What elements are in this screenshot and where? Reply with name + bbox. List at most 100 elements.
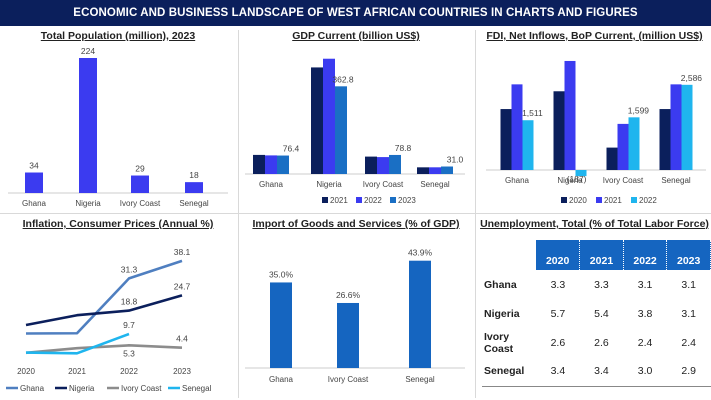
legend-swatch-2022 xyxy=(356,197,362,203)
legend-swatch-2023 xyxy=(390,197,396,203)
x-tick-label: Ivory Coast xyxy=(603,176,644,185)
row-country: Senegal xyxy=(482,357,537,387)
data-label: 18 xyxy=(189,170,199,180)
data-label: 18.8 xyxy=(121,297,138,307)
bar-ghana xyxy=(25,172,43,193)
bar-nigeria-2022 xyxy=(575,170,587,177)
bar-senegal xyxy=(409,260,431,368)
table-cell: 3.4 xyxy=(536,357,580,387)
imports-chart-plot: 35.0% Ghana 26.6% Ivory Coast 43.9% Senegal xyxy=(245,248,465,384)
line-senegal xyxy=(25,332,130,355)
row-country: Ivory Coast xyxy=(484,330,514,355)
data-label: 362.8 xyxy=(332,74,354,84)
table-cell: 2.6 xyxy=(550,336,566,349)
bar-ivory-coast-2021 xyxy=(365,156,377,174)
data-label: 4.4 xyxy=(176,334,188,344)
table-header-row: 2020 2021 2022 2023 xyxy=(482,240,711,270)
x-tick-label: Nigeria xyxy=(557,176,583,185)
legend-label: 2022 xyxy=(364,196,382,205)
legend-label: Ghana xyxy=(20,384,45,393)
bar-ghana-2020 xyxy=(500,109,512,170)
legend-swatch-2021 xyxy=(322,197,328,203)
bar-ivory-coast xyxy=(131,175,149,193)
bar-ivory-coast-2023 xyxy=(389,154,401,174)
line-ghana xyxy=(25,259,183,335)
x-tick-label: Ghana xyxy=(505,176,530,185)
data-label: 35.0% xyxy=(269,269,294,279)
column-header: 2022 xyxy=(623,240,668,270)
table-cell: 2.9 xyxy=(666,357,711,387)
bar-ghana-2022 xyxy=(522,120,534,170)
x-tick-label: Ivory Coast xyxy=(328,375,369,384)
data-label: (187) xyxy=(567,174,587,184)
legend-label: Senegal xyxy=(182,384,212,393)
data-label: 24.7 xyxy=(174,281,191,291)
legend-swatch-2021 xyxy=(596,197,602,203)
column-header: 2023 xyxy=(666,240,711,270)
legend-swatch-2022 xyxy=(631,197,637,203)
data-label: 31.3 xyxy=(121,264,138,274)
data-label: 43.9% xyxy=(408,248,433,258)
bar-nigeria-2022 xyxy=(323,58,335,174)
x-tick-label: Ghana xyxy=(259,180,284,189)
data-label: 78.8 xyxy=(395,143,412,153)
legend-label: Ivory Coast xyxy=(121,384,162,393)
gdp-chart: GDP Current (billion US$) 76.4 Ghana 362.8… xyxy=(240,30,472,210)
bar-ivory-coast-2022 xyxy=(377,157,389,174)
bar-senegal-2021 xyxy=(417,167,429,174)
x-tick-label: Senegal xyxy=(179,199,209,208)
data-label: 31.0 xyxy=(447,155,464,165)
inflation-chart-plot: 38.1 31.3 24.7 18.8 9.7 5.3 4.4 2020 2021 2022 202… xyxy=(6,247,212,393)
bar-ivory-coast-2021 xyxy=(617,123,629,170)
table-cell: 2.4 xyxy=(637,336,653,349)
inflation-chart: Inflation, Consumer Prices (Annual %) 38… xyxy=(0,218,236,400)
population-chart-title: Total Population (million), 2023 xyxy=(40,30,196,42)
table-cell: 5.4 xyxy=(594,307,609,320)
divider xyxy=(238,30,239,398)
table-cell: 3.1 xyxy=(681,307,696,320)
table-row: Ghana 3.3 3.3 3.1 3.1 xyxy=(482,270,711,299)
legend-label: 2022 xyxy=(639,196,657,205)
table-cell: 5.7 xyxy=(550,307,566,320)
x-tick-label: Ghana xyxy=(269,375,294,384)
imports-chart-title: Import of Goods and Services (% of GDP) xyxy=(252,218,460,230)
table-row: Ivory Coast 2.6 2.6 2.4 2.4 xyxy=(482,328,711,357)
table-cell: 3.3 xyxy=(550,278,566,291)
imports-chart: Import of Goods and Services (% of GDP) … xyxy=(240,218,472,400)
row-country: Nigeria xyxy=(484,307,520,320)
table-cell: 3.0 xyxy=(623,357,667,387)
bar-nigeria-2021 xyxy=(311,67,323,174)
bar-senegal xyxy=(185,182,203,193)
x-tick-label: Ghana xyxy=(22,199,47,208)
bar-senegal-2022 xyxy=(429,167,441,174)
bar-senegal-2023 xyxy=(441,166,453,174)
table-row: Nigeria 5.7 5.4 3.8 3.1 xyxy=(482,299,711,328)
x-tick-label: Senegal xyxy=(661,176,691,185)
bar-nigeria xyxy=(79,58,97,193)
bar-ghana-2023 xyxy=(277,155,289,174)
dashboard-title: ECONOMIC AND BUSINESS LANDSCAPE OF WEST … xyxy=(0,0,711,26)
bar-nigeria-2023 xyxy=(335,86,347,174)
table-cell: 2.6 xyxy=(594,336,609,349)
legend-swatch-2020 xyxy=(561,197,567,203)
table-corner-cell xyxy=(482,240,537,270)
data-label: 1,599 xyxy=(628,105,650,115)
x-tick-label: Ivory Coast xyxy=(363,180,404,189)
data-label: 29 xyxy=(135,164,145,174)
gdp-chart-title: GDP Current (billion US$) xyxy=(292,30,420,42)
x-tick-label: Nigeria xyxy=(316,180,342,189)
bar-senegal-2020 xyxy=(659,109,671,170)
table-cell: 3.4 xyxy=(579,357,624,387)
legend-label: 2023 xyxy=(398,196,416,205)
fdi-chart-title: FDI, Net Inflows, BoP Current, (million … xyxy=(486,30,703,42)
row-country: Ghana xyxy=(484,278,517,291)
bar-ghana-2021 xyxy=(253,154,265,174)
x-tick-label: 2023 xyxy=(173,367,191,376)
x-tick-label: Nigeria xyxy=(75,199,101,208)
bar-senegal-2022 xyxy=(681,84,693,170)
x-tick-label: 2020 xyxy=(17,367,35,376)
legend-label: 2021 xyxy=(604,196,622,205)
unemployment-table-title: Unemployment, Total (% of Total Labor Fo… xyxy=(480,218,709,230)
line-ivory-coast xyxy=(25,344,183,355)
bar-ghana-2021 xyxy=(511,84,523,170)
